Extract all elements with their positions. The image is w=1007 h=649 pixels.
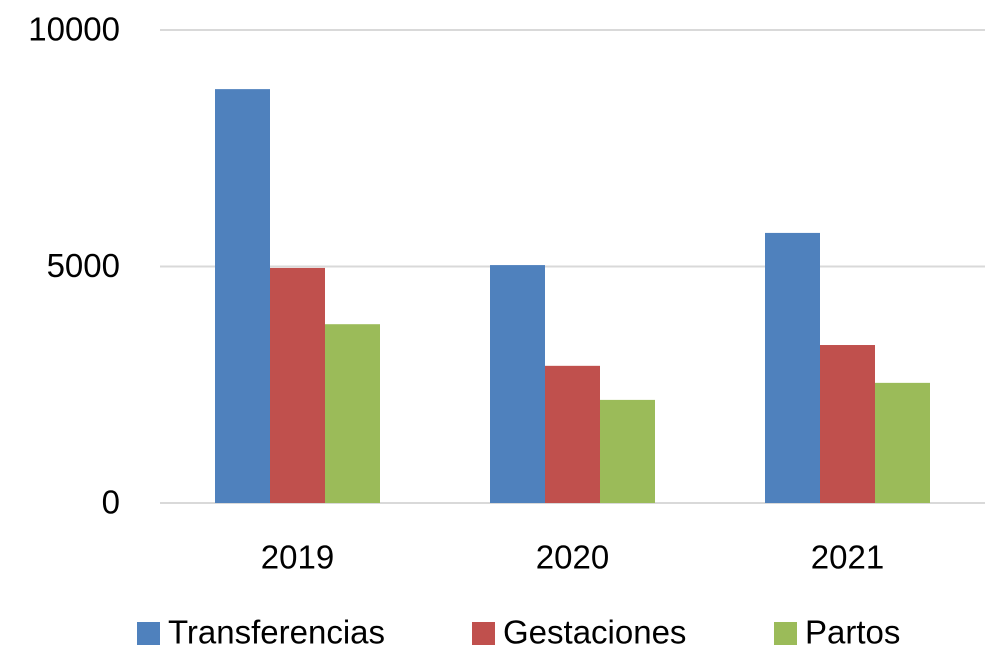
bar (820, 345, 875, 503)
bar (600, 399, 655, 503)
bar (490, 265, 545, 503)
bar (215, 89, 270, 503)
legend-label: Transferencias (168, 614, 385, 649)
x-tick-label: 2019 (261, 539, 334, 576)
bar (270, 267, 325, 503)
bar (875, 382, 930, 503)
legend-swatch (472, 622, 495, 645)
y-tick-label: 0 (102, 484, 120, 521)
legend-swatch (137, 622, 160, 645)
x-tick-label: 2020 (536, 539, 609, 576)
y-tick-label: 10000 (28, 11, 120, 48)
y-tick-label: 5000 (47, 247, 120, 284)
legend-label: Gestaciones (503, 614, 686, 649)
bar (545, 365, 600, 503)
x-tick-label: 2021 (811, 539, 884, 576)
bar (325, 324, 380, 503)
bar (765, 232, 820, 504)
legend-label: Partos (805, 614, 900, 649)
legend-swatch (774, 622, 797, 645)
